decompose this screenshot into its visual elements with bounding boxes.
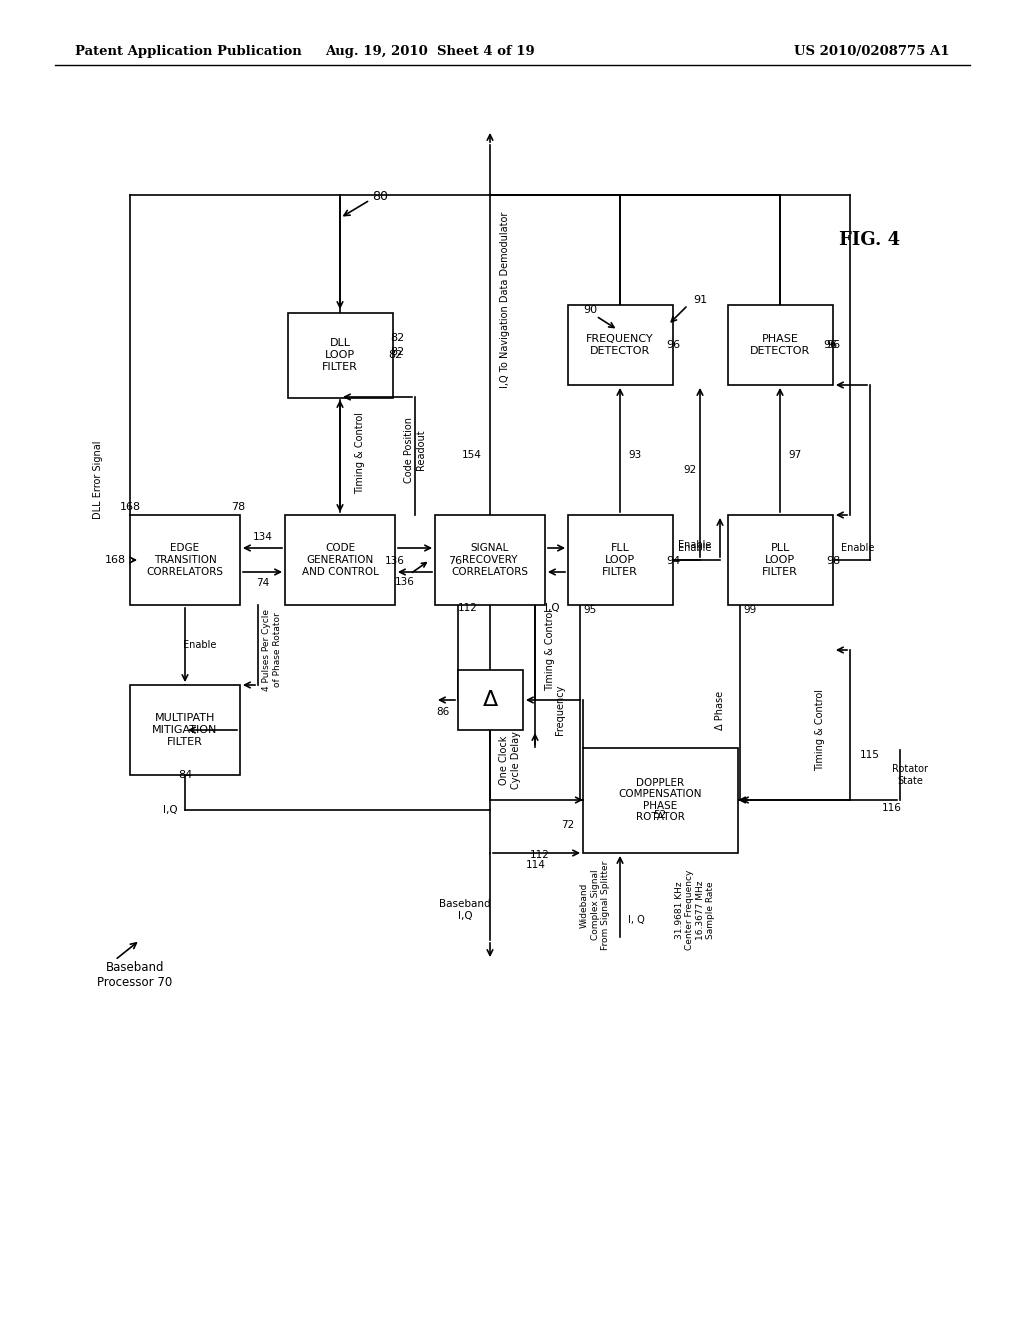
Text: Enable: Enable	[183, 640, 217, 649]
Text: 134: 134	[253, 532, 273, 543]
Text: 112: 112	[458, 603, 478, 612]
Text: 96: 96	[826, 341, 840, 350]
Text: I, Q: I, Q	[628, 915, 644, 925]
Text: SIGNAL
RECOVERY
CORRELATORS: SIGNAL RECOVERY CORRELATORS	[452, 544, 528, 577]
FancyBboxPatch shape	[285, 515, 395, 605]
Text: Enable: Enable	[842, 543, 874, 553]
Text: One Clock
Cycle Delay: One Clock Cycle Delay	[500, 731, 521, 789]
Text: US 2010/0208775 A1: US 2010/0208775 A1	[795, 45, 950, 58]
FancyBboxPatch shape	[727, 305, 833, 385]
Text: 74: 74	[256, 578, 269, 587]
Text: Wideband
Complex Signal
From Signal Splitter: Wideband Complex Signal From Signal Spli…	[581, 861, 610, 949]
Text: PLL
LOOP
FILTER: PLL LOOP FILTER	[762, 544, 798, 577]
Text: 96: 96	[666, 341, 680, 350]
Text: 82: 82	[388, 350, 402, 360]
FancyBboxPatch shape	[458, 671, 522, 730]
Text: Timing & Control: Timing & Control	[815, 689, 825, 771]
Text: 99: 99	[743, 605, 757, 615]
Text: I,Q: I,Q	[163, 805, 177, 814]
Text: Timing & Control: Timing & Control	[355, 412, 365, 494]
Text: 168: 168	[120, 502, 140, 512]
Text: Δ: Δ	[482, 690, 498, 710]
FancyBboxPatch shape	[567, 515, 673, 605]
Text: Patent Application Publication: Patent Application Publication	[75, 45, 302, 58]
FancyBboxPatch shape	[130, 685, 240, 775]
Text: 86: 86	[436, 708, 450, 717]
Text: PHASE
DETECTOR: PHASE DETECTOR	[750, 334, 810, 356]
Text: Frequency: Frequency	[555, 685, 565, 735]
FancyBboxPatch shape	[288, 313, 392, 397]
Text: 72: 72	[561, 820, 574, 830]
Text: 136: 136	[395, 577, 415, 587]
Text: DLL Error Signal: DLL Error Signal	[93, 441, 103, 519]
Text: Enable: Enable	[678, 540, 712, 550]
Text: 98: 98	[826, 556, 840, 566]
Text: 91: 91	[693, 294, 707, 305]
Text: Aug. 19, 2010  Sheet 4 of 19: Aug. 19, 2010 Sheet 4 of 19	[326, 45, 535, 58]
Text: 115: 115	[860, 750, 880, 760]
Text: 93: 93	[629, 450, 642, 459]
FancyBboxPatch shape	[583, 747, 737, 853]
Text: Baseband
I,Q: Baseband I,Q	[439, 899, 490, 921]
Text: 96: 96	[823, 341, 837, 350]
Text: 92: 92	[683, 465, 696, 475]
Text: Enable: Enable	[678, 543, 712, 553]
Text: 80: 80	[372, 190, 388, 203]
FancyBboxPatch shape	[567, 305, 673, 385]
Text: DOPPLER
COMPENSATION
PHASE
ROTATOR: DOPPLER COMPENSATION PHASE ROTATOR	[618, 777, 701, 822]
Text: 154: 154	[462, 450, 482, 459]
Text: 52: 52	[653, 810, 667, 820]
Text: 116: 116	[882, 803, 902, 813]
Text: 112: 112	[530, 850, 550, 861]
Text: 95: 95	[584, 605, 597, 615]
Text: 94: 94	[666, 556, 680, 566]
Text: 78: 78	[230, 502, 245, 512]
Text: 90: 90	[583, 305, 597, 315]
Text: 82: 82	[390, 333, 404, 343]
Text: 31.9681 KHz
Center Frequency
16.3677 MHz
Sample Rate: 31.9681 KHz Center Frequency 16.3677 MHz…	[675, 870, 715, 950]
Text: 4 Pulses Per Cycle
of Phase Rotator: 4 Pulses Per Cycle of Phase Rotator	[262, 609, 282, 690]
Text: CODE
GENERATION
AND CONTROL: CODE GENERATION AND CONTROL	[301, 544, 379, 577]
Text: FREQUENCY
DETECTOR: FREQUENCY DETECTOR	[586, 334, 653, 356]
Text: 168: 168	[104, 554, 126, 565]
Text: MULTIPATH
MITIGATION
FILTER: MULTIPATH MITIGATION FILTER	[153, 713, 218, 747]
Text: DLL
LOOP
FILTER: DLL LOOP FILTER	[323, 338, 358, 372]
Text: 114: 114	[526, 861, 546, 870]
Text: Timing & Control: Timing & Control	[545, 609, 555, 690]
Text: 82: 82	[390, 347, 404, 356]
Text: I,Q: I,Q	[545, 603, 559, 612]
FancyBboxPatch shape	[130, 515, 240, 605]
Text: Code Position
Readout: Code Position Readout	[404, 417, 426, 483]
Text: FLL
LOOP
FILTER: FLL LOOP FILTER	[602, 544, 638, 577]
Text: EDGE
TRANSITION
CORRELATORS: EDGE TRANSITION CORRELATORS	[146, 544, 223, 577]
Text: 76: 76	[447, 556, 462, 566]
Text: 136: 136	[385, 556, 404, 566]
Text: I,Q To Navigation Data Demodulator: I,Q To Navigation Data Demodulator	[500, 211, 510, 388]
Text: 97: 97	[788, 450, 802, 459]
Text: Δ Phase: Δ Phase	[715, 690, 725, 730]
Text: Rotator
State: Rotator State	[892, 764, 928, 785]
Text: FIG. 4: FIG. 4	[840, 231, 900, 249]
FancyBboxPatch shape	[727, 515, 833, 605]
Text: 84: 84	[178, 770, 193, 780]
Text: Baseband
Processor 70: Baseband Processor 70	[97, 961, 173, 989]
FancyBboxPatch shape	[435, 515, 545, 605]
